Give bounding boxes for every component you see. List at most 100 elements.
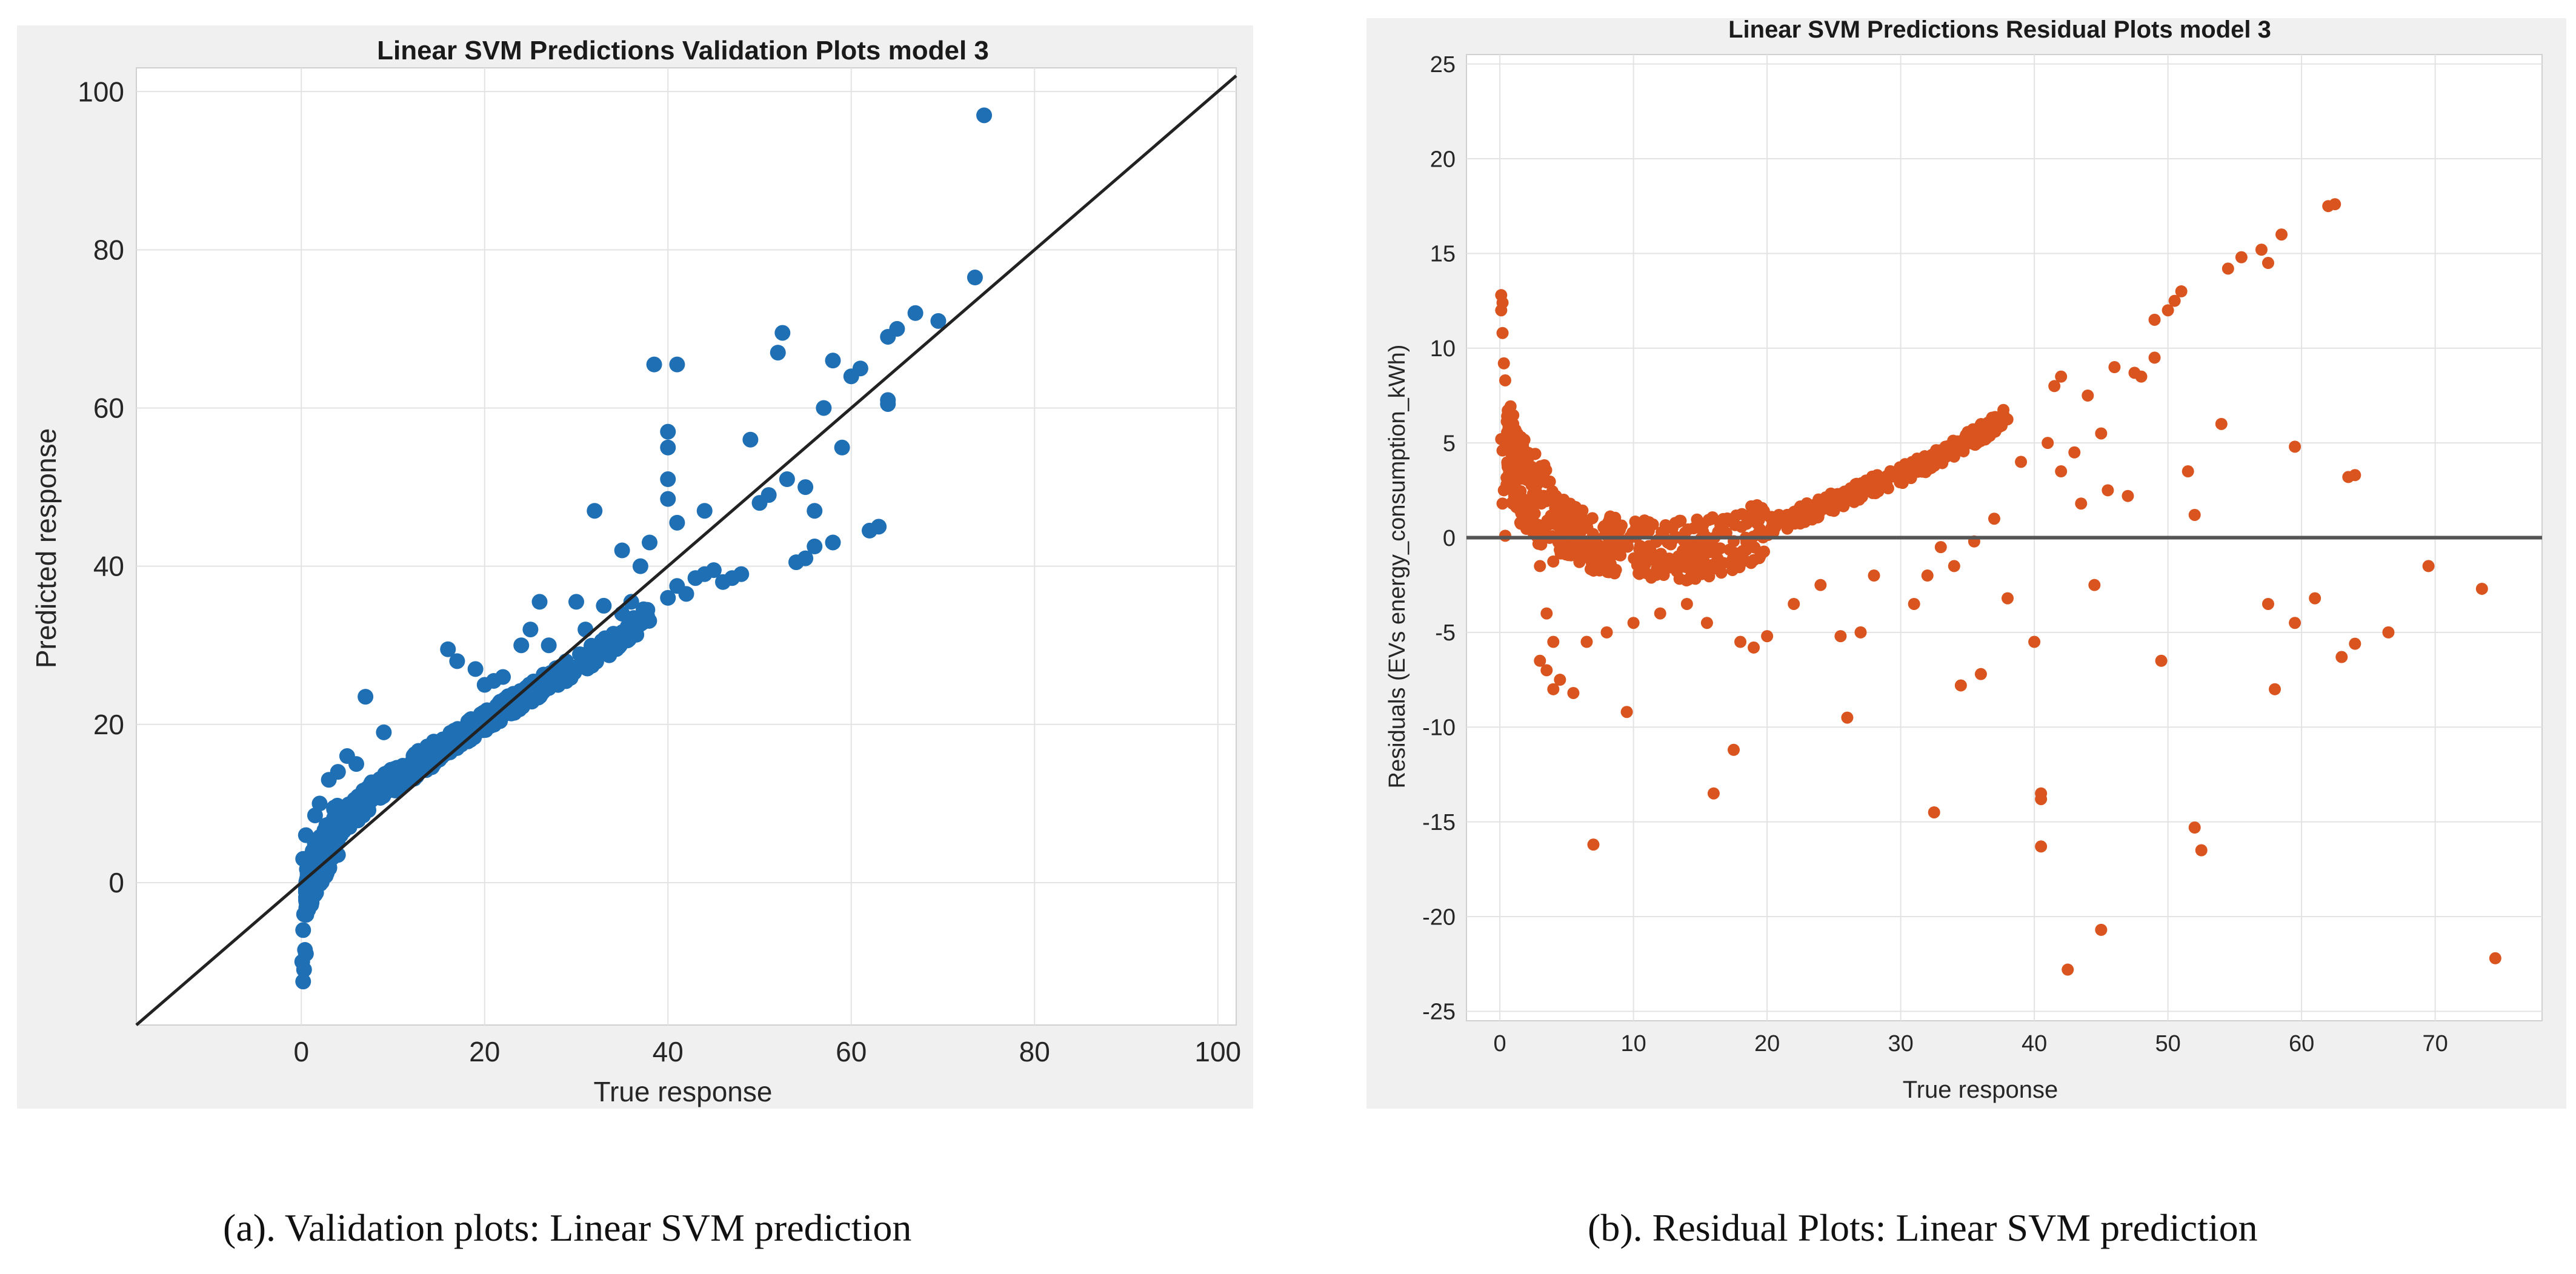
- point: [2261, 257, 2274, 270]
- point: [1547, 683, 1560, 695]
- point: [862, 522, 877, 539]
- point: [2261, 597, 2274, 610]
- point: [1908, 597, 1920, 610]
- point: [1956, 443, 1969, 456]
- point: [1671, 565, 1683, 578]
- point: [770, 345, 786, 361]
- point: [2088, 579, 2101, 591]
- point: [358, 689, 374, 705]
- point: [1696, 568, 1708, 580]
- y-tick-label: -15: [1422, 810, 1456, 835]
- point: [2001, 413, 2014, 426]
- point: [2475, 582, 2488, 595]
- point: [2222, 262, 2234, 275]
- point: [2015, 456, 2028, 468]
- point: [476, 677, 493, 693]
- point: [907, 305, 924, 321]
- point: [1721, 512, 1734, 525]
- point: [1556, 499, 1568, 511]
- validation-point-cloud: [298, 601, 657, 923]
- point: [587, 640, 603, 657]
- point: [1643, 516, 1656, 529]
- point: [1745, 500, 1758, 513]
- point: [1794, 517, 1806, 530]
- point: [1600, 626, 1613, 639]
- point: [1727, 743, 1740, 756]
- point: [1566, 526, 1579, 539]
- point: [321, 772, 337, 788]
- point: [1527, 493, 1540, 506]
- point: [2382, 626, 2395, 639]
- point: [2075, 497, 2088, 510]
- point: [307, 807, 323, 823]
- point: [577, 622, 594, 638]
- point: [1700, 617, 1713, 629]
- y-tick-label: -10: [1422, 715, 1456, 741]
- residual-x-axis-label: True response: [1903, 1077, 2058, 1103]
- point: [2269, 683, 2281, 695]
- point: [1928, 806, 1940, 818]
- x-tick-label: 60: [836, 1036, 867, 1067]
- y-tick-label: 25: [1430, 52, 1456, 78]
- point: [1712, 526, 1725, 539]
- point: [669, 356, 685, 373]
- point: [1878, 479, 1891, 492]
- point: [1497, 357, 1510, 370]
- point: [360, 780, 376, 796]
- point: [687, 570, 704, 586]
- point: [1538, 459, 1551, 471]
- point: [1967, 423, 1980, 436]
- point: [1613, 523, 1626, 536]
- point: [1772, 508, 1785, 521]
- point: [1534, 560, 1546, 572]
- point: [296, 961, 312, 978]
- point: [1642, 525, 1655, 537]
- point: [449, 653, 465, 669]
- point: [632, 558, 648, 574]
- point: [1567, 686, 1580, 699]
- point: [660, 491, 676, 507]
- point: [1600, 522, 1612, 535]
- y-tick-label: 60: [93, 393, 124, 424]
- point: [1841, 711, 1854, 724]
- point: [541, 637, 557, 654]
- point: [930, 313, 947, 329]
- x-tick-label: 10: [1620, 1031, 1646, 1057]
- point: [2122, 489, 2134, 502]
- point: [646, 356, 662, 373]
- point: [1680, 597, 1693, 610]
- point: [1748, 541, 1761, 554]
- point: [1598, 541, 1611, 554]
- point: [2335, 651, 2348, 663]
- point: [1528, 507, 1541, 520]
- point: [843, 368, 859, 385]
- point: [2188, 508, 2201, 521]
- point: [2235, 251, 2248, 264]
- point: [2082, 389, 2094, 402]
- point: [1868, 569, 1880, 582]
- x-tick-label: 30: [1888, 1031, 1913, 1057]
- point: [2168, 294, 2181, 307]
- point: [1607, 548, 1620, 561]
- point: [696, 503, 713, 519]
- y-tick-label: 40: [93, 551, 124, 582]
- point: [497, 695, 513, 711]
- point: [2175, 285, 2188, 297]
- point: [2108, 361, 2121, 374]
- point: [1587, 542, 1600, 554]
- point: [1665, 538, 1677, 551]
- x-tick-label: 60: [2289, 1031, 2314, 1057]
- point: [1540, 664, 1553, 677]
- point: [522, 622, 539, 638]
- point: [1556, 526, 1569, 539]
- point: [1496, 327, 1509, 339]
- y-tick-label: 100: [78, 76, 124, 107]
- point: [1520, 465, 1533, 478]
- point: [642, 534, 657, 551]
- point: [311, 840, 328, 857]
- x-tick-label: 40: [653, 1036, 684, 1067]
- point: [460, 714, 476, 730]
- point: [1825, 504, 1837, 517]
- point: [339, 748, 355, 765]
